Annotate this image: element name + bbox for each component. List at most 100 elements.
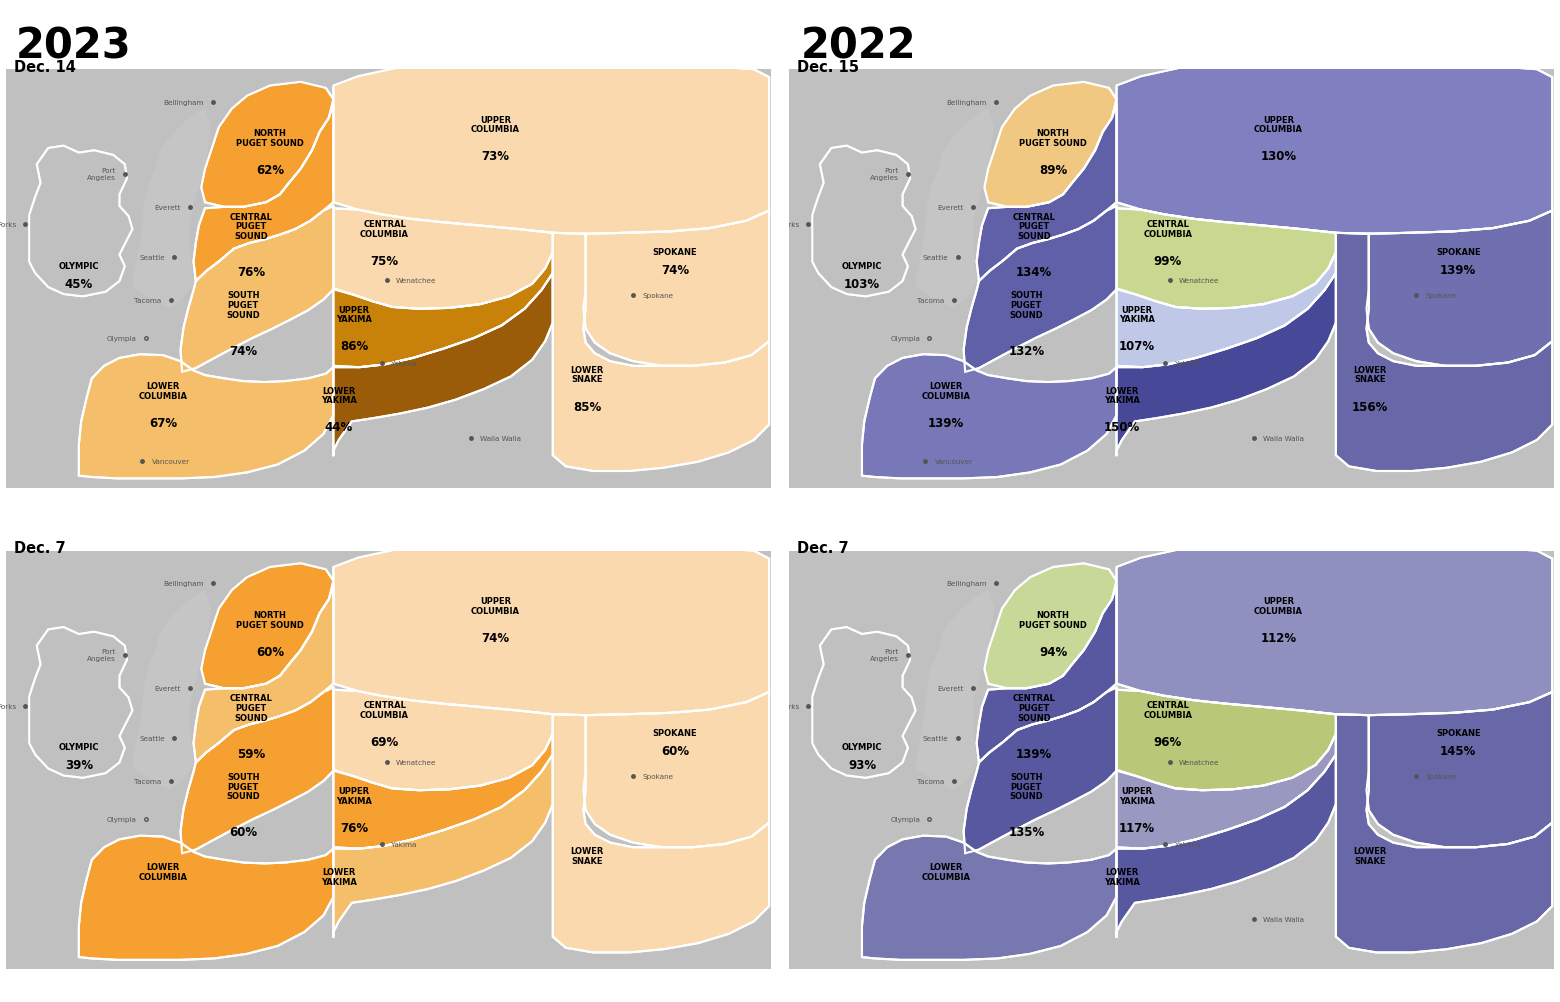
Text: LOWER
COLUMBIA: LOWER COLUMBIA	[139, 382, 187, 401]
Polygon shape	[1367, 211, 1552, 367]
Text: Tacoma: Tacoma	[134, 779, 161, 785]
Polygon shape	[1367, 692, 1552, 848]
Polygon shape	[193, 105, 334, 282]
Text: Forks: Forks	[0, 222, 16, 228]
Text: 67%: 67%	[148, 417, 176, 430]
Text: SPOKANE: SPOKANE	[1435, 247, 1480, 257]
Text: CENTRAL
PUGET
SOUND: CENTRAL PUGET SOUND	[229, 212, 273, 240]
Text: 60%: 60%	[661, 744, 690, 758]
Text: Spokane: Spokane	[643, 293, 674, 299]
Text: LOWER
COLUMBIA: LOWER COLUMBIA	[139, 863, 187, 882]
Text: NORTH
PUGET SOUND: NORTH PUGET SOUND	[236, 610, 304, 629]
Text: 150%: 150%	[1104, 421, 1140, 434]
Polygon shape	[30, 146, 133, 297]
Text: 69%: 69%	[370, 735, 399, 748]
Text: Walla Walla: Walla Walla	[1264, 916, 1304, 922]
Polygon shape	[6, 40, 771, 203]
Text: 74%: 74%	[661, 264, 690, 277]
Text: UPPER
YAKIMA: UPPER YAKIMA	[335, 787, 371, 805]
Text: 107%: 107%	[1119, 340, 1156, 353]
Text: OLYMPIC: OLYMPIC	[842, 262, 883, 271]
Text: SOUTH
PUGET
SOUND: SOUTH PUGET SOUND	[226, 292, 261, 320]
Text: CENTRAL
COLUMBIA: CENTRAL COLUMBIA	[360, 219, 409, 238]
Polygon shape	[201, 564, 334, 688]
Text: CENTRAL
PUGET
SOUND: CENTRAL PUGET SOUND	[1012, 693, 1056, 721]
Text: Everett: Everett	[154, 685, 181, 691]
Polygon shape	[813, 146, 916, 297]
Text: UPPER
COLUMBIA: UPPER COLUMBIA	[1254, 115, 1303, 134]
Text: CENTRAL
PUGET
SOUND: CENTRAL PUGET SOUND	[1012, 212, 1056, 240]
Polygon shape	[583, 692, 769, 848]
Text: 94%: 94%	[1039, 645, 1067, 658]
Text: LOWER
SNAKE: LOWER SNAKE	[1354, 366, 1387, 384]
Text: Tacoma: Tacoma	[917, 298, 944, 304]
Text: Forks: Forks	[780, 222, 799, 228]
Text: LOWER
SNAKE: LOWER SNAKE	[571, 366, 604, 384]
Text: Seattle: Seattle	[139, 255, 165, 261]
Text: UPPER
YAKIMA: UPPER YAKIMA	[335, 306, 371, 324]
Text: 103%: 103%	[844, 278, 880, 291]
Text: Port
Angeles: Port Angeles	[87, 648, 115, 661]
Polygon shape	[1117, 690, 1335, 791]
Polygon shape	[813, 627, 916, 778]
Text: Dec. 15: Dec. 15	[797, 59, 860, 74]
Text: Seattle: Seattle	[922, 735, 948, 741]
Polygon shape	[6, 521, 771, 551]
Text: UPPER
YAKIMA: UPPER YAKIMA	[1119, 306, 1154, 324]
Polygon shape	[789, 521, 1554, 984]
Text: 73%: 73%	[482, 150, 510, 163]
Text: SPOKANE: SPOKANE	[652, 728, 697, 737]
Text: LOWER
YAKIMA: LOWER YAKIMA	[321, 386, 357, 405]
Polygon shape	[181, 687, 334, 854]
Text: 74%: 74%	[229, 345, 257, 358]
Polygon shape	[80, 836, 334, 960]
Text: Port
Angeles: Port Angeles	[87, 167, 115, 180]
Text: 89%: 89%	[1039, 164, 1067, 177]
Text: Everett: Everett	[154, 204, 181, 210]
Text: Port
Angeles: Port Angeles	[870, 167, 899, 180]
Text: 60%: 60%	[256, 645, 284, 658]
Polygon shape	[1117, 274, 1335, 457]
Polygon shape	[133, 109, 211, 309]
Polygon shape	[583, 211, 769, 367]
Text: Wenatchee: Wenatchee	[1179, 278, 1220, 284]
Polygon shape	[552, 714, 769, 953]
Text: Olympia: Olympia	[108, 336, 137, 342]
Text: 99%: 99%	[1153, 255, 1182, 268]
Text: OLYMPIC: OLYMPIC	[842, 742, 883, 752]
Text: 76%: 76%	[340, 821, 368, 834]
Text: 60%: 60%	[229, 826, 257, 839]
Text: Bellingham: Bellingham	[162, 580, 203, 586]
Text: Seattle: Seattle	[922, 255, 948, 261]
Polygon shape	[789, 521, 916, 984]
Polygon shape	[789, 488, 1554, 503]
Text: 2023: 2023	[16, 25, 131, 67]
Polygon shape	[984, 83, 1117, 207]
Text: CENTRAL
PUGET
SOUND: CENTRAL PUGET SOUND	[229, 693, 273, 721]
Text: Bellingham: Bellingham	[945, 580, 986, 586]
Text: 139%: 139%	[1440, 264, 1476, 277]
Text: CENTRAL
COLUMBIA: CENTRAL COLUMBIA	[360, 700, 409, 719]
Text: Olympia: Olympia	[891, 336, 920, 342]
Polygon shape	[1117, 734, 1335, 849]
Polygon shape	[863, 355, 1117, 479]
Text: 2022: 2022	[800, 25, 916, 67]
Polygon shape	[6, 40, 771, 70]
Text: LOWER
SNAKE: LOWER SNAKE	[1354, 847, 1387, 865]
Text: Wenatchee: Wenatchee	[396, 278, 437, 284]
Text: Yakima: Yakima	[392, 841, 417, 847]
Polygon shape	[133, 590, 211, 790]
Text: 59%: 59%	[237, 746, 265, 760]
Polygon shape	[977, 105, 1117, 282]
Text: 139%: 139%	[928, 417, 964, 430]
Text: 117%: 117%	[1119, 821, 1156, 834]
Text: OLYMPIC: OLYMPIC	[59, 262, 100, 271]
Polygon shape	[1335, 233, 1552, 472]
Text: 139%: 139%	[1016, 746, 1051, 760]
Polygon shape	[964, 206, 1117, 373]
Text: Everett: Everett	[938, 685, 964, 691]
Text: SPOKANE: SPOKANE	[652, 247, 697, 257]
Text: NORTH
PUGET SOUND: NORTH PUGET SOUND	[1019, 129, 1087, 148]
Polygon shape	[6, 40, 133, 503]
Polygon shape	[1117, 755, 1335, 938]
